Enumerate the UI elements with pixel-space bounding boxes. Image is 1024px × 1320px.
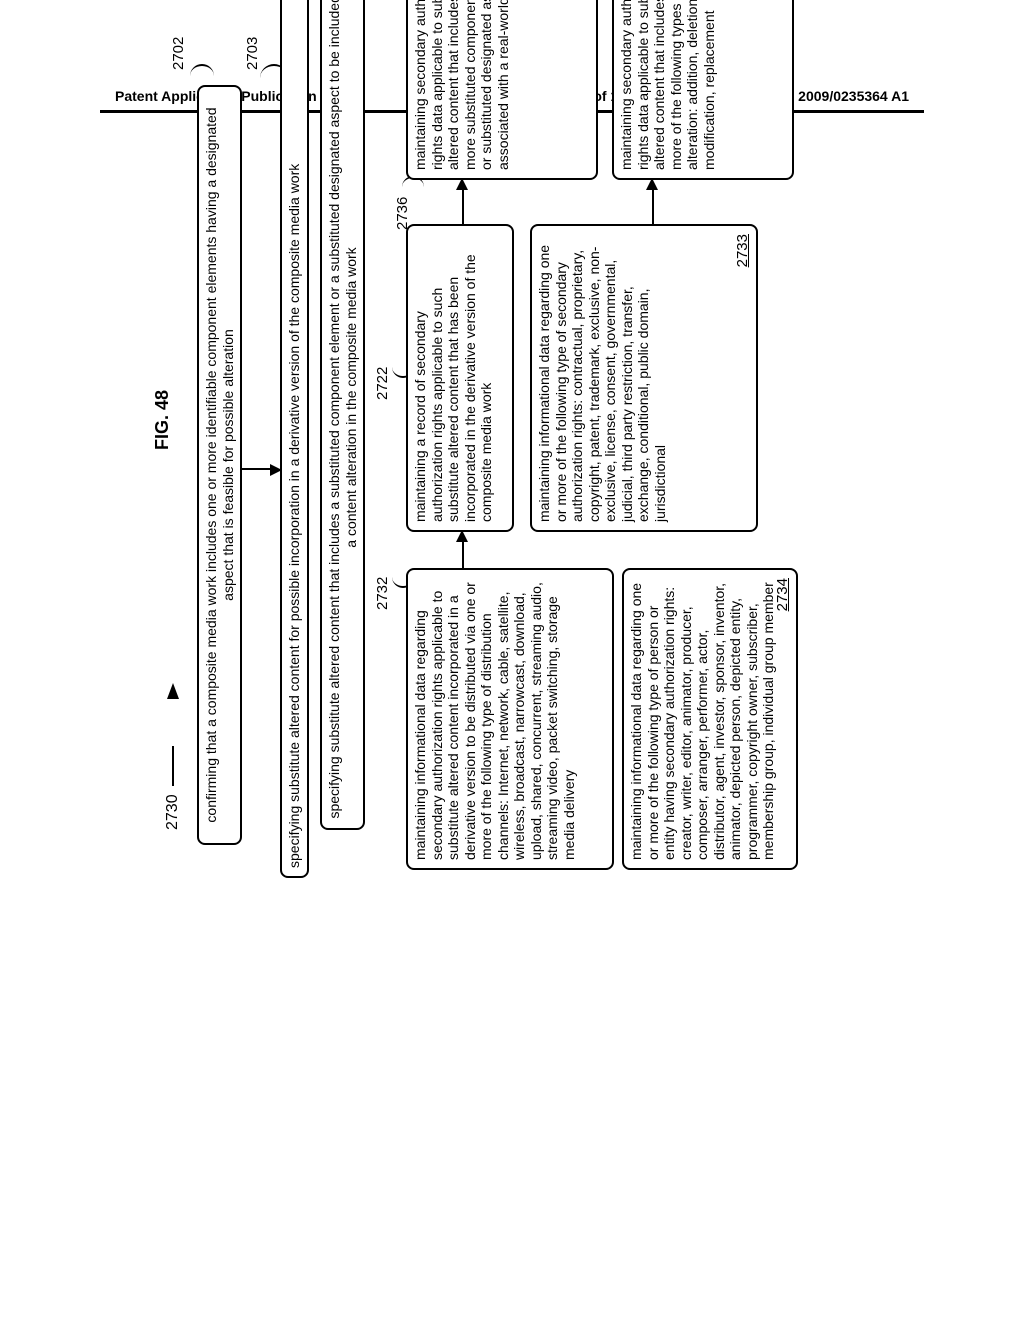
arrow-down-icon xyxy=(270,464,282,476)
lead-arrow-icon xyxy=(167,684,179,700)
box-2704-text: specifying substitute altered content th… xyxy=(326,0,359,820)
box-2703-text: specifying substitute altered content fo… xyxy=(286,0,303,868)
ref-2734: 2734 xyxy=(774,578,792,611)
ref-2702: 2702 xyxy=(170,37,188,70)
arrow-right-icon xyxy=(456,178,468,190)
arrow-right-icon xyxy=(646,178,658,190)
box-2722-text: maintaining a record of secondary author… xyxy=(412,234,495,522)
box-2732-text: maintaining informational data regarding… xyxy=(412,578,577,860)
ref-2730: 2730 xyxy=(164,794,181,830)
box-2733: maintaining informational data regarding… xyxy=(530,224,758,532)
box-2734: maintaining informational data regarding… xyxy=(622,568,798,870)
ref-2732: 2732 xyxy=(374,577,392,610)
figure-48: FIG. 48 2730 confirming that a composite… xyxy=(152,0,872,910)
ref-2703: 2703 xyxy=(244,37,262,70)
figure-title: FIG. 48 xyxy=(152,390,173,450)
figure-lead-number: 2730 xyxy=(164,684,183,831)
box-2736: maintaining secondary authorization righ… xyxy=(406,0,598,180)
box-2736-text: maintaining secondary authorization righ… xyxy=(412,0,511,170)
box-2703-outer: specifying substitute altered content fo… xyxy=(280,0,309,878)
box-2738: maintaining secondary authorization righ… xyxy=(612,0,794,180)
box-2733-text: maintaining informational data regarding… xyxy=(536,245,668,522)
box-2704: specifying substitute altered content th… xyxy=(320,0,365,830)
ref-2722: 2722 xyxy=(374,367,392,400)
box-2738-text: maintaining secondary authorization righ… xyxy=(618,0,717,170)
ref-2733: 2733 xyxy=(734,234,752,267)
arrow-right-icon xyxy=(456,530,468,542)
box-2702-text: confirming that a composite media work i… xyxy=(203,95,236,835)
box-2732: maintaining informational data regarding… xyxy=(406,568,614,870)
box-2722: maintaining a record of secondary author… xyxy=(406,224,514,532)
box-2702: confirming that a composite media work i… xyxy=(197,85,242,845)
box-2734-text: maintaining informational data regarding… xyxy=(628,582,776,860)
